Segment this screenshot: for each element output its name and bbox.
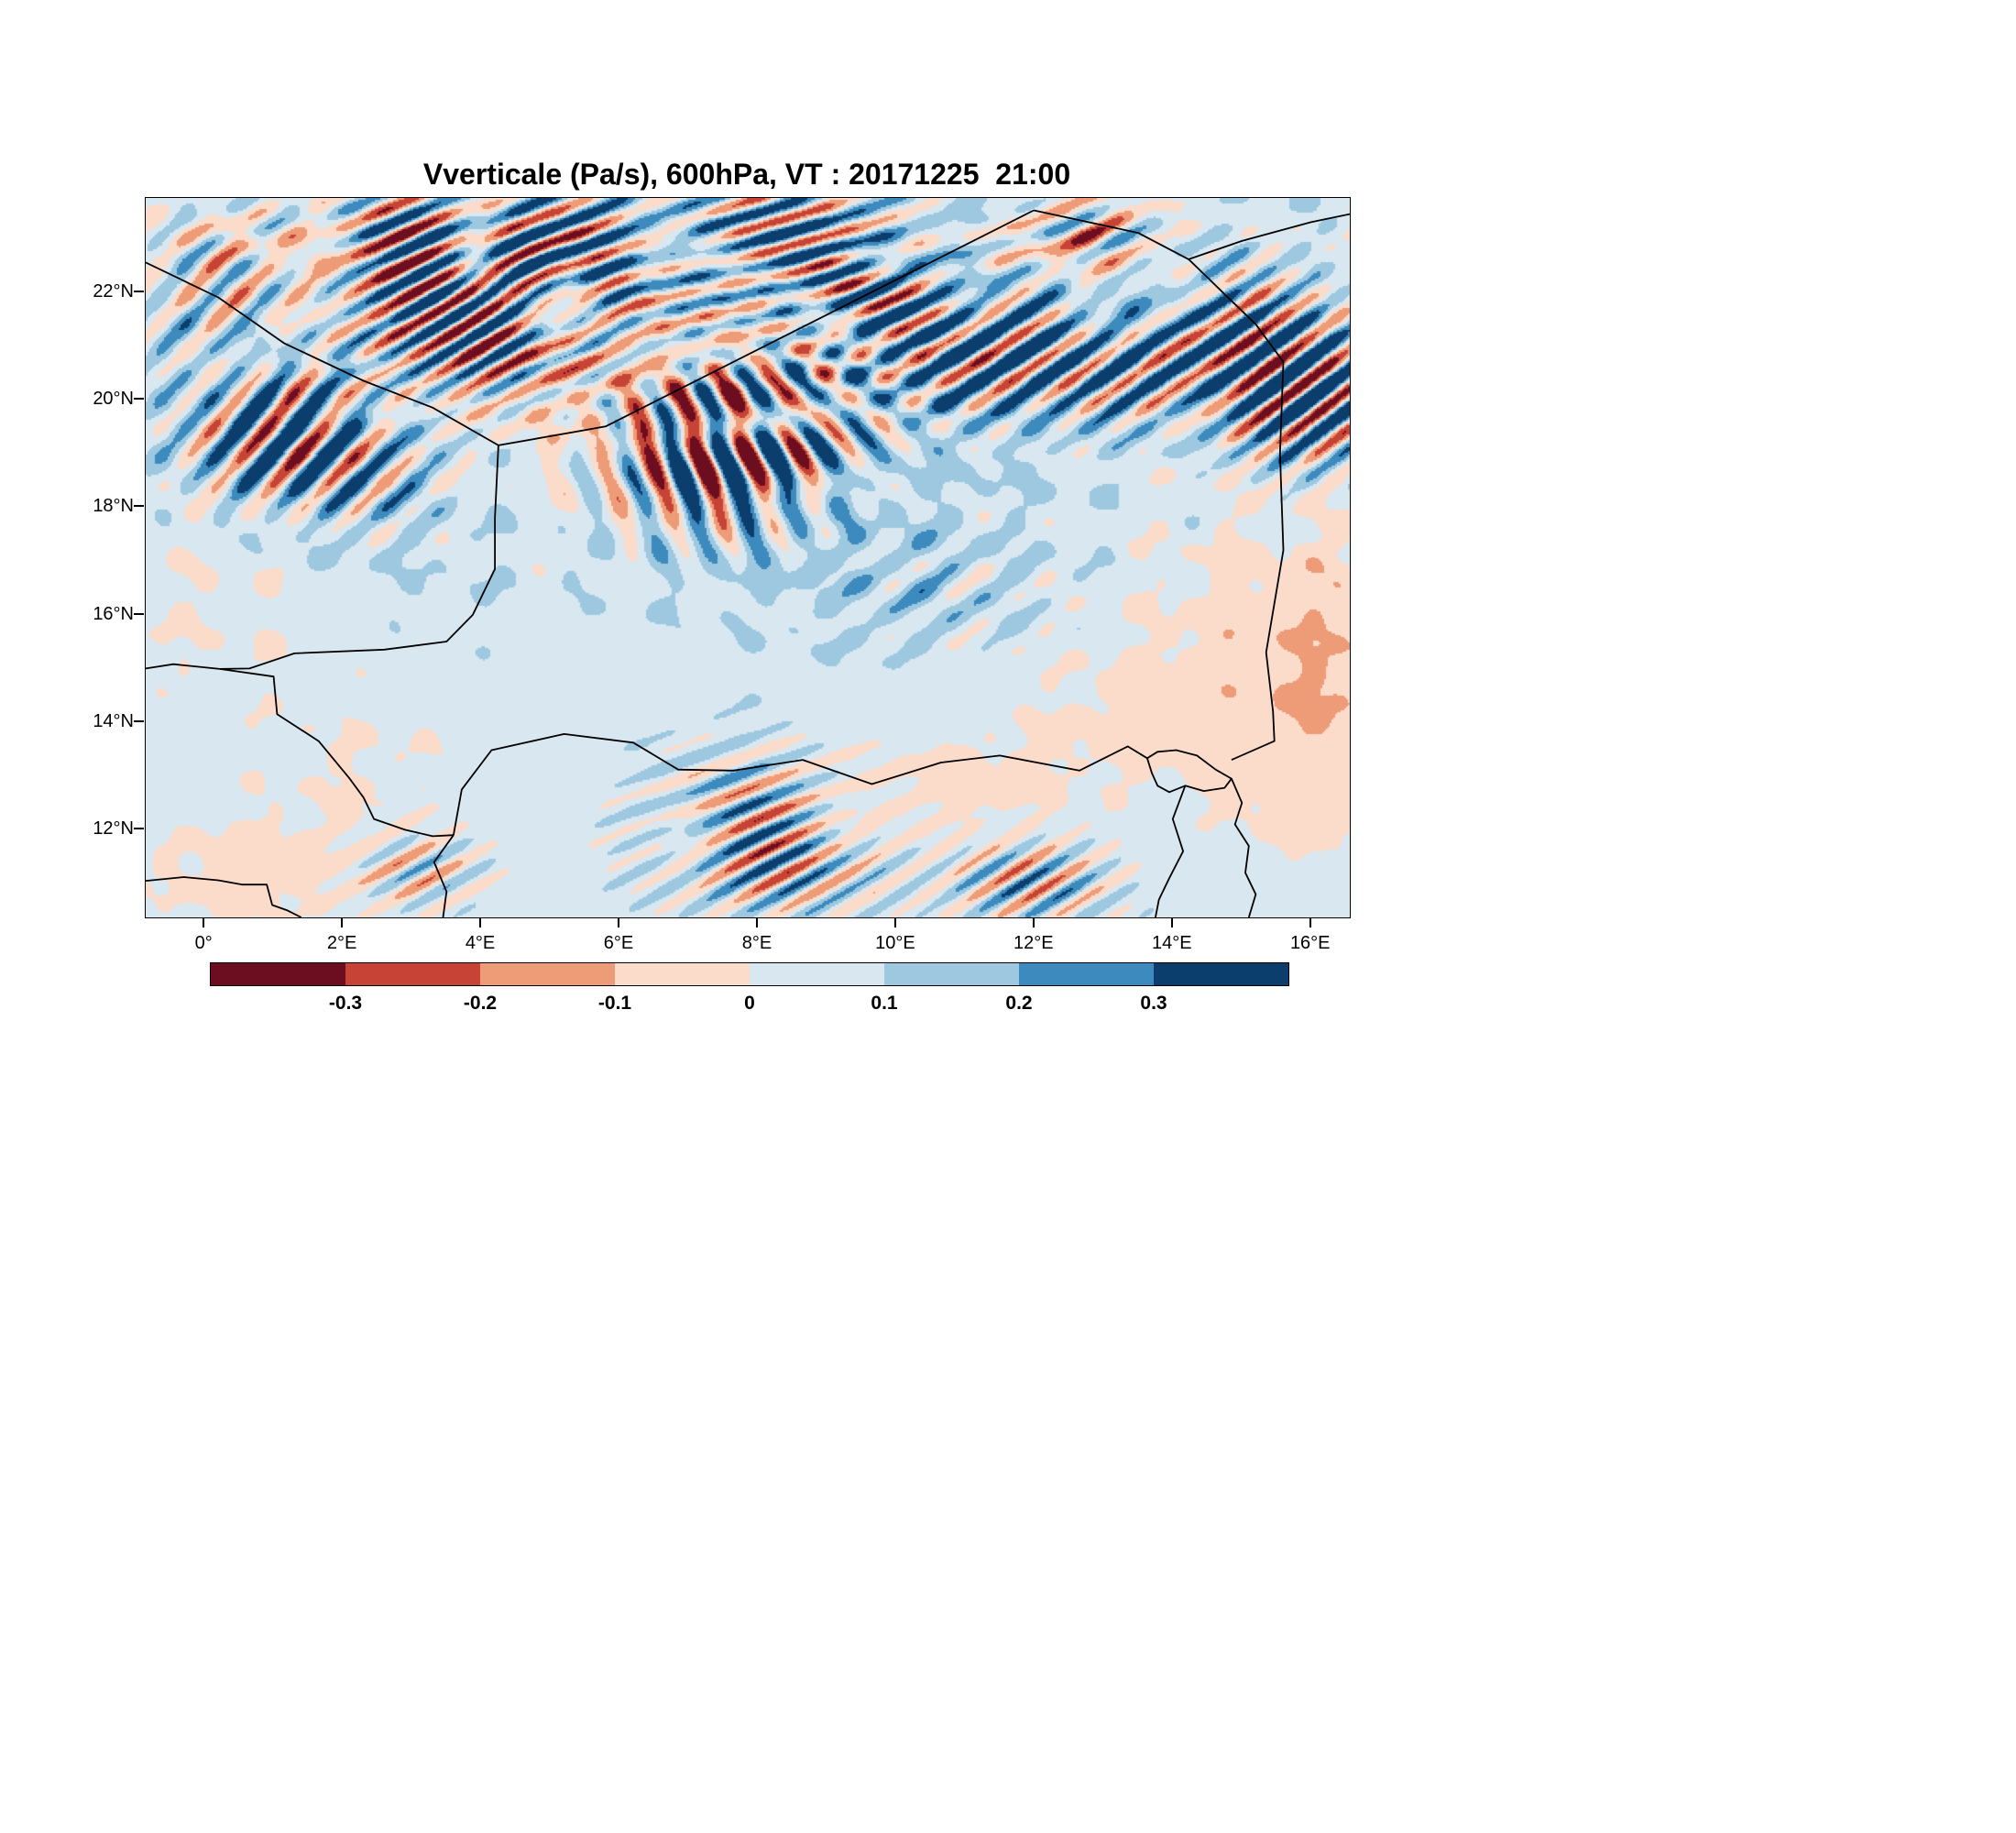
x-tick-mark <box>479 918 482 927</box>
x-tick-mark <box>755 918 758 927</box>
colorbar-segment-3 <box>615 963 750 985</box>
country-borders-overlay <box>146 209 1350 917</box>
x-tick-mark <box>1170 918 1173 927</box>
y-tick-label: 18°N <box>93 496 134 517</box>
colorbar-tick-label: -0.2 <box>463 993 498 1014</box>
x-tick-label: 4°E <box>465 933 496 953</box>
x-tick-label: 12°E <box>1013 933 1054 953</box>
y-tick-mark <box>134 720 144 723</box>
y-tick-mark <box>134 398 144 400</box>
x-tick-label: 0° <box>194 933 213 953</box>
border-burkina-south <box>146 876 302 917</box>
colorbar-segment-0 <box>211 963 345 985</box>
colorbar-tick-label: 0.1 <box>871 993 898 1014</box>
x-tick-label: 8°E <box>741 933 772 953</box>
x-tick-label: 2°E <box>326 933 357 953</box>
y-tick-mark <box>134 505 144 508</box>
x-tick-mark <box>203 918 205 927</box>
colorbar-segment-4 <box>750 963 884 985</box>
border-algeria-mali <box>146 261 499 446</box>
x-tick-mark <box>893 918 896 927</box>
chart-title: Vverticale (Pa/s), 600hPa, VT : 20171225… <box>422 158 1071 191</box>
border-niger-nigeria <box>453 733 1148 836</box>
border-niger-chad-east <box>1188 258 1285 761</box>
border-burkina-niger-benin <box>219 668 454 838</box>
map-plot-area <box>145 197 1351 918</box>
colorbar <box>210 962 1289 986</box>
y-tick-label: 16°N <box>93 603 134 624</box>
y-tick-label: 22°N <box>93 280 134 302</box>
border-lake-chad <box>1146 749 1233 794</box>
border-benin-nigeria <box>433 834 455 917</box>
x-tick-mark <box>1032 918 1035 927</box>
x-tick-mark <box>617 918 619 927</box>
y-tick-label: 12°N <box>93 818 134 840</box>
contour-field-canvas <box>146 198 1350 917</box>
colorbar-segment-2 <box>480 963 615 985</box>
y-tick-mark <box>134 828 144 830</box>
colorbar-segment-6 <box>1019 963 1154 985</box>
x-tick-label: 16°E <box>1289 933 1331 953</box>
y-tick-label: 14°N <box>93 711 134 732</box>
y-tick-mark <box>134 612 144 615</box>
x-tick-mark <box>341 918 344 927</box>
colorbar-tick-label: -0.3 <box>328 993 363 1014</box>
x-tick-mark <box>1309 918 1311 927</box>
x-tick-label: 10°E <box>875 933 915 953</box>
border-mali-niger <box>219 445 499 670</box>
colorbar-segment-5 <box>884 963 1019 985</box>
border-chad-cameroon <box>1231 778 1257 917</box>
x-tick-label: 6°E <box>603 933 634 953</box>
colorbar-tick-label: -0.1 <box>597 993 632 1014</box>
colorbar-segment-7 <box>1154 963 1288 985</box>
colorbar-tick-label: 0.2 <box>1005 993 1033 1014</box>
colorbar-tick-label: 0.3 <box>1140 993 1167 1014</box>
border-algeria-niger <box>498 209 1035 446</box>
x-tick-label: 14°E <box>1151 933 1192 953</box>
colorbar-tick-label: 0 <box>744 993 755 1014</box>
colorbar-segment-1 <box>345 963 480 985</box>
border-cameroon-nigeria <box>1155 785 1187 917</box>
border-mali-burkina <box>146 663 220 670</box>
border-libya-niger-chad-north <box>1033 209 1350 260</box>
y-tick-mark <box>134 290 144 292</box>
y-tick-label: 20°N <box>93 389 134 409</box>
